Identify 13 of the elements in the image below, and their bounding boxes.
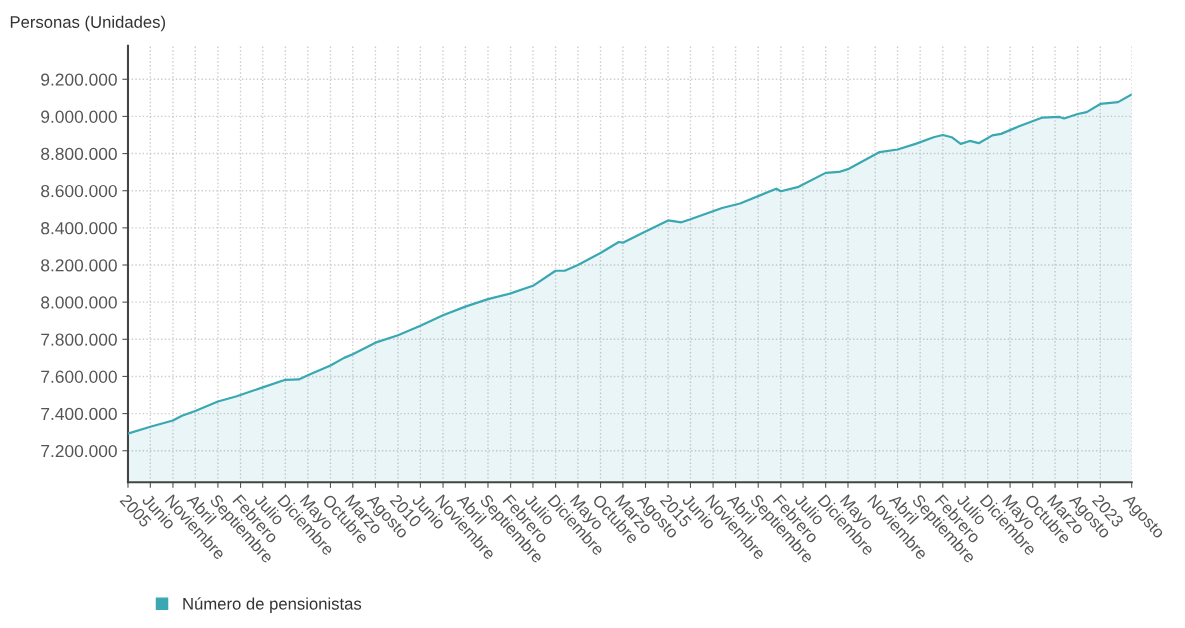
y-tick-label: 7.800.000 [41, 333, 117, 346]
y-tick-label: 8.200.000 [41, 259, 117, 272]
y-tick-label: 7.600.000 [41, 370, 117, 383]
y-tick-label: 8.800.000 [41, 147, 117, 161]
y-tick-label: 8.600.000 [41, 184, 117, 198]
y-tick-label: 9.000.000 [41, 110, 117, 123]
y-axis-title: Personas (Unidades) [10, 15, 165, 32]
legend-label: Número de pensionistas [183, 597, 362, 613]
y-tick-label: 7.200.000 [41, 444, 117, 458]
y-tick-label: 8.000.000 [41, 296, 117, 309]
y-tick-label: 9.200.000 [41, 73, 117, 86]
y-tick-label: 8.400.000 [41, 222, 117, 235]
y-tick-label: 7.400.000 [41, 407, 117, 421]
